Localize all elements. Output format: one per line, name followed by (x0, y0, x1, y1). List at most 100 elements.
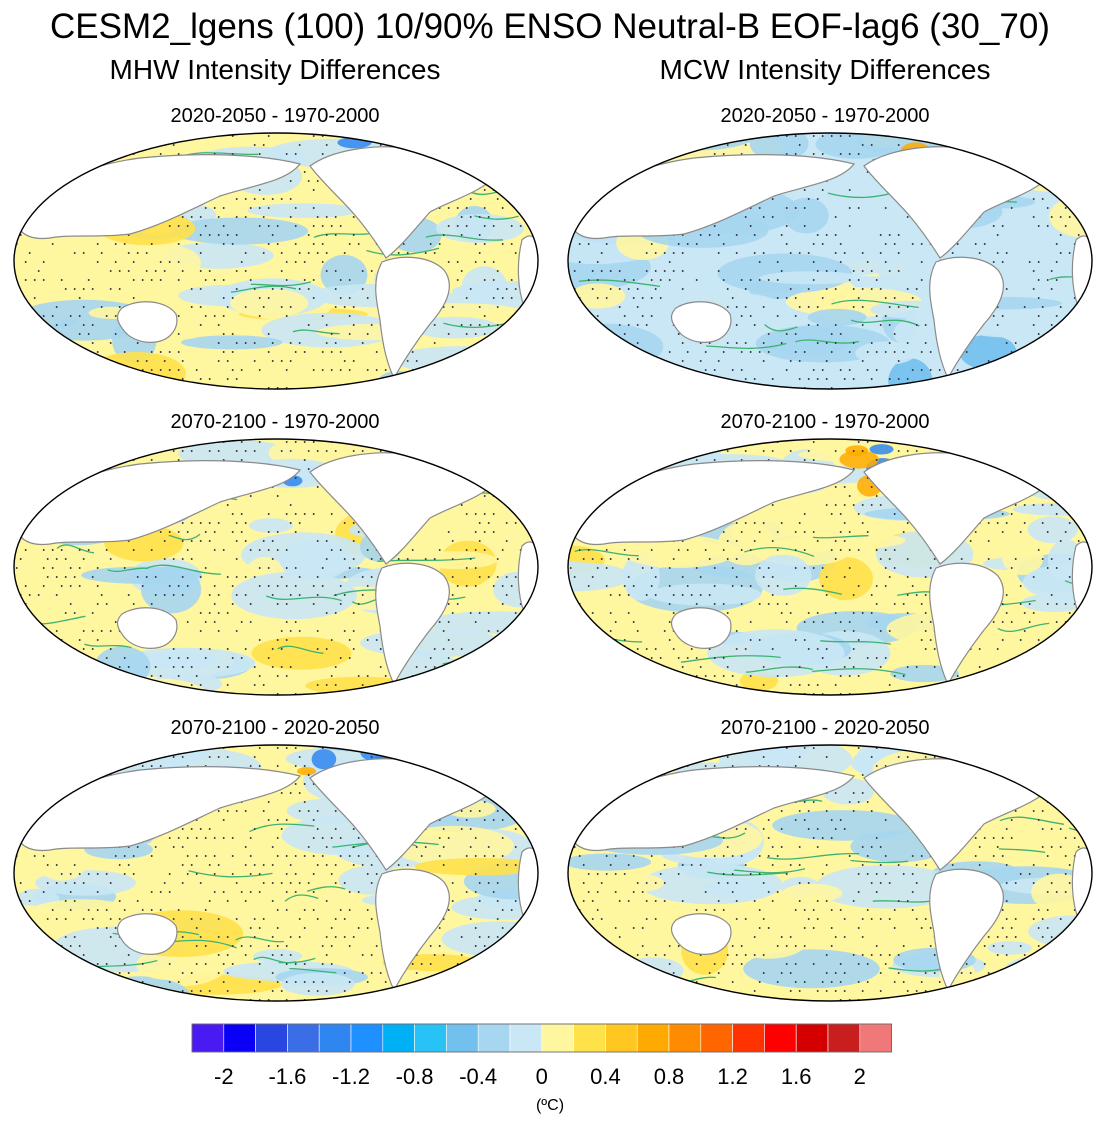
stipple-dot (816, 846, 819, 848)
stipple-dot (510, 333, 513, 335)
stipple-dot (519, 693, 522, 695)
stipple-dot (1037, 225, 1040, 227)
stipple-dot (1028, 873, 1031, 875)
stipple-dot (614, 927, 617, 929)
stipple-dot (285, 261, 288, 263)
stipple-dot (528, 297, 531, 299)
field-blob (621, 535, 737, 568)
stipple-dot (510, 765, 513, 767)
stipple-dot (447, 603, 450, 605)
colorbar-swatch (318, 1023, 352, 1053)
stipple-dot (406, 756, 409, 758)
stipple-dot (803, 207, 806, 209)
stipple-dot (339, 999, 342, 1001)
field-blob (14, 793, 38, 820)
stipple-dot (803, 747, 806, 749)
stipple-dot (384, 693, 387, 695)
stipple-dot (1064, 531, 1067, 533)
stipple-dot (204, 567, 207, 569)
stipple-dot (492, 891, 495, 893)
stipple-dot (208, 522, 211, 524)
stipple-dot (474, 459, 477, 461)
stipple-dot (668, 747, 671, 749)
stipple-dot (1082, 189, 1085, 191)
significance-contour (707, 871, 788, 876)
stipple-dot (807, 288, 810, 290)
stipple-dot (956, 675, 959, 677)
eurasia-landmass (571, 766, 856, 852)
stipple-dot (803, 459, 806, 461)
panel-title-mcw-3: 2070-2100 - 2020-2050 (720, 717, 930, 739)
stipple-dot (1005, 252, 1008, 254)
stipple-dot (591, 144, 594, 146)
stipple-dot (1001, 387, 1004, 389)
stipple-dot (920, 441, 923, 443)
greenland-landmass (478, 442, 523, 477)
stipple-dot (96, 351, 99, 353)
stipple-dot (600, 450, 603, 452)
stipple-dot (271, 864, 274, 866)
stipple-dot (514, 288, 517, 290)
stipple-dot (15, 747, 18, 749)
stipple-dot (37, 684, 40, 686)
stipple-dot (190, 918, 193, 920)
stipple-dot (785, 675, 788, 677)
colorbar-swatch (764, 1023, 797, 1053)
stipple-dot (442, 828, 445, 830)
stipple-dot (636, 378, 639, 380)
stipple-dot (28, 144, 31, 146)
field-accent-blob (845, 445, 869, 456)
stipple-dot (776, 981, 779, 983)
stipple-dot (474, 567, 477, 569)
stipple-dot (523, 360, 526, 362)
stipple-dot (532, 450, 535, 452)
stipple-dot (235, 288, 238, 290)
stipple-dot (46, 180, 49, 182)
stipple-dot (352, 648, 355, 650)
map-panel-mcw-2070-2100-vs-2020 (567, 744, 1093, 1002)
stipple-dot (641, 981, 644, 983)
stipple-dot (1041, 144, 1044, 146)
south-america-landmass (929, 562, 1004, 686)
stipple-dot (307, 288, 310, 290)
stipple-dot (321, 369, 324, 371)
stipple-dot (424, 684, 427, 686)
stipple-dot (483, 243, 486, 245)
stipple-dot (1037, 387, 1040, 389)
colorbar-swatch (700, 1023, 733, 1053)
stipple-dot (1023, 306, 1026, 308)
stipple-dot (1059, 234, 1062, 236)
stipple-dot (118, 864, 121, 866)
stipple-dot (663, 864, 666, 866)
stipple-dot (983, 387, 986, 389)
stipple-dot (861, 144, 864, 146)
stipple-dot (204, 279, 207, 281)
stipple-dot (438, 369, 441, 371)
stipple-dot (983, 945, 986, 947)
stipple-dot (150, 279, 153, 281)
stipple-dot (100, 252, 103, 254)
stipple-dot (600, 990, 603, 992)
stipple-dot (96, 243, 99, 245)
stipple-dot (420, 963, 423, 965)
stipple-dot (411, 549, 414, 551)
stipple-dot (803, 801, 806, 803)
stipple-dot (573, 180, 576, 182)
stipple-dot (114, 369, 117, 371)
stipple-dot (276, 675, 279, 677)
stipple-dot (1086, 216, 1089, 218)
stipple-dot (834, 216, 837, 218)
stipple-dot (199, 828, 202, 830)
stipple-dot (722, 963, 725, 965)
stipple-dot (289, 864, 292, 866)
field-blob (807, 308, 867, 326)
stipple-dot (645, 648, 648, 650)
stipple-dot (1005, 828, 1008, 830)
stipple-dot (893, 909, 896, 911)
stipple-dot (240, 891, 243, 893)
stipple-dot (749, 747, 752, 749)
stipple-dot (294, 531, 297, 533)
stipple-dot (843, 486, 846, 488)
significance-contour (706, 342, 787, 349)
stipple-dot (483, 279, 486, 281)
